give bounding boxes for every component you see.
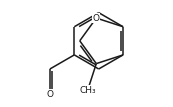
Text: O: O	[46, 90, 53, 99]
Text: CH₃: CH₃	[79, 86, 96, 95]
Text: O: O	[93, 14, 100, 23]
